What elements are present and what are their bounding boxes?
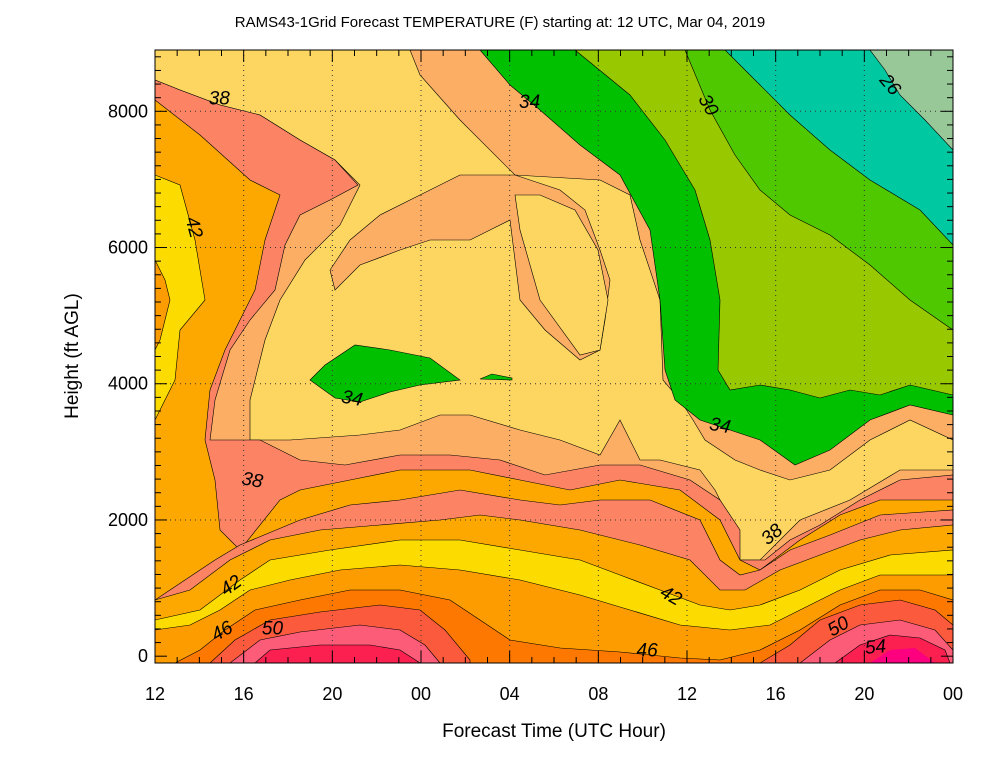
pocket-34-36-small xyxy=(479,373,513,381)
x-tick-label: 12 xyxy=(145,684,165,704)
contour-label: 34 xyxy=(519,92,540,113)
contour-label: 34 xyxy=(708,414,732,438)
band-44-46-left xyxy=(154,174,206,421)
contour-label: 46 xyxy=(637,640,659,661)
x-tick-label: 20 xyxy=(854,684,874,704)
y-tick-label: 6000 xyxy=(108,238,148,258)
x-tick-label: 16 xyxy=(234,684,254,704)
pocket-34-36-left xyxy=(309,344,461,403)
plot-area xyxy=(154,49,954,664)
y-tick-label: 2000 xyxy=(108,510,148,530)
x-tick-label: 00 xyxy=(411,684,431,704)
contour-label: 38 xyxy=(209,89,231,110)
x-tick-label: 00 xyxy=(943,684,963,704)
contour-label: 38 xyxy=(240,468,265,492)
x-tick-label: 12 xyxy=(677,684,697,704)
x-tick-label: 20 xyxy=(322,684,342,704)
x-tick-labels: 12 16 20 00 04 08 12 16 20 00 xyxy=(145,684,963,704)
y-axis-label: Height (ft AGL) xyxy=(62,293,83,419)
y-tick-label: 4000 xyxy=(108,374,148,394)
y-tick-label: 8000 xyxy=(108,101,148,121)
y-tick-label: 0 xyxy=(138,646,148,666)
contour-label: 50 xyxy=(262,619,284,640)
x-axis-label: Forecast Time (UTC Hour) xyxy=(442,721,666,742)
contour-label: 34 xyxy=(340,387,364,411)
x-tick-label: 08 xyxy=(588,684,608,704)
axis-ticks xyxy=(154,50,954,663)
chart-title: RAMS43-1Grid Forecast TEMPERATURE (F) st… xyxy=(235,14,765,31)
band-38-40-inner xyxy=(514,194,609,356)
contour-label: 54 xyxy=(864,636,887,659)
grid-lines xyxy=(155,50,953,663)
x-tick-label: 16 xyxy=(766,684,786,704)
x-tick-label: 04 xyxy=(500,684,520,704)
y-tick-labels: 0 2000 4000 6000 8000 xyxy=(108,101,148,666)
